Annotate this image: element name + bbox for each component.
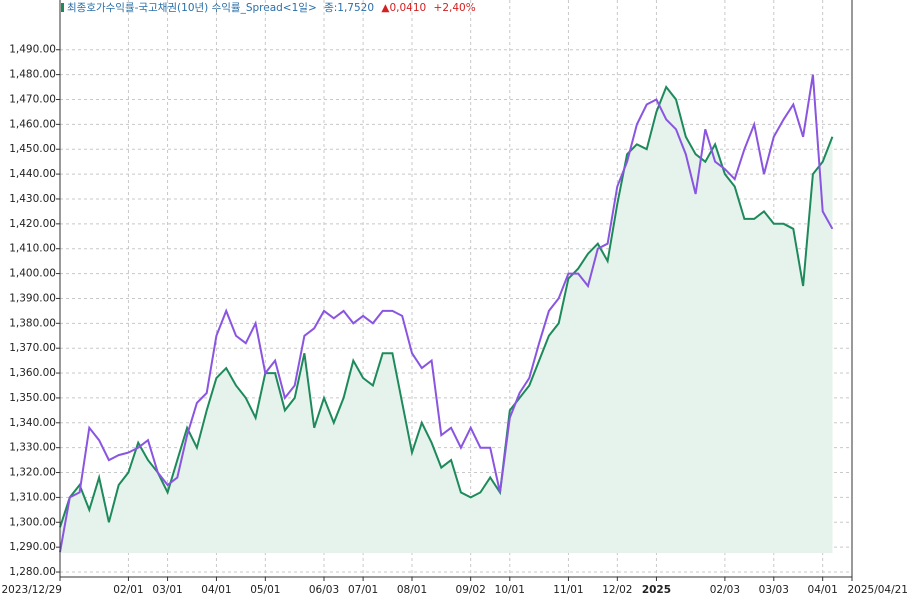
x-tick-label: 12/02 xyxy=(602,584,632,596)
y-tick-label: 1,340.00 xyxy=(9,417,56,429)
y-tick-label: 1,370.00 xyxy=(9,342,56,354)
change-pct: +2,40% xyxy=(434,2,476,14)
y-tick-label: 1,400.00 xyxy=(9,268,56,280)
y-tick-label: 1,390.00 xyxy=(9,292,56,304)
y-tick-label: 1,360.00 xyxy=(9,367,56,379)
y-tick-label: 1,290.00 xyxy=(9,541,56,553)
last-value: 종:1,7520 xyxy=(324,2,374,14)
x-tick-label: 11/01 xyxy=(553,584,583,596)
y-tick-label: 1,280.00 xyxy=(9,566,56,578)
x-tick-label: 07/01 xyxy=(348,584,378,596)
y-tick-label: 1,410.00 xyxy=(9,243,56,255)
x-tick-label: 08/01 xyxy=(397,584,427,596)
header: 최종호가수익률-국고채권(10년) 수익률_Spread<1일> 종:1,752… xyxy=(67,1,476,14)
change: ▲0,0410 xyxy=(381,2,426,14)
y-tick-label: 1,440.00 xyxy=(9,168,56,180)
y-tick-label: 1,330.00 xyxy=(9,442,56,454)
x-tick-label: 05/01 xyxy=(250,584,280,596)
area xyxy=(60,87,833,553)
y-tick-label: 1,420.00 xyxy=(9,218,56,230)
y-tick-label: 1,320.00 xyxy=(9,467,56,479)
header-marker xyxy=(61,3,64,12)
x-tick-label: 09/02 xyxy=(456,584,486,596)
x-tick-label: 03/03 xyxy=(759,584,789,596)
y-tick-label: 1,480.00 xyxy=(9,69,56,81)
chart-title: 최종호가수익률-국고채권(10년) 수익률_Spread<1일> xyxy=(67,1,317,14)
x-tick-label: 2025/04/21 xyxy=(847,584,908,596)
y-tick-label: 1,350.00 xyxy=(9,392,56,404)
y-tick-label: 1,460.00 xyxy=(9,118,56,130)
x-tick-label: 06/03 xyxy=(309,584,339,596)
x-tick-label: 04/01 xyxy=(201,584,231,596)
y-tick-label: 1,310.00 xyxy=(9,491,56,503)
y-tick-label: 1,450.00 xyxy=(9,143,56,155)
x-tick-label: 2025 xyxy=(642,584,671,596)
x-tick-label: 02/03 xyxy=(710,584,740,596)
x-tick-label: 04/01 xyxy=(808,584,838,596)
y-tick-label: 1,430.00 xyxy=(9,193,56,205)
x-tick-label: 10/01 xyxy=(495,584,525,596)
y-tick-label: 1,490.00 xyxy=(9,44,56,56)
x-tick-label: 02/01 xyxy=(113,584,143,596)
x-tick-label: 03/01 xyxy=(152,584,182,596)
x-tick-label: 2023/12/29 xyxy=(1,584,62,596)
line xyxy=(59,74,834,553)
y-tick-label: 1,380.00 xyxy=(9,317,56,329)
y-tick-label: 1,470.00 xyxy=(9,93,56,105)
y-tick-label: 1,300.00 xyxy=(9,516,56,528)
